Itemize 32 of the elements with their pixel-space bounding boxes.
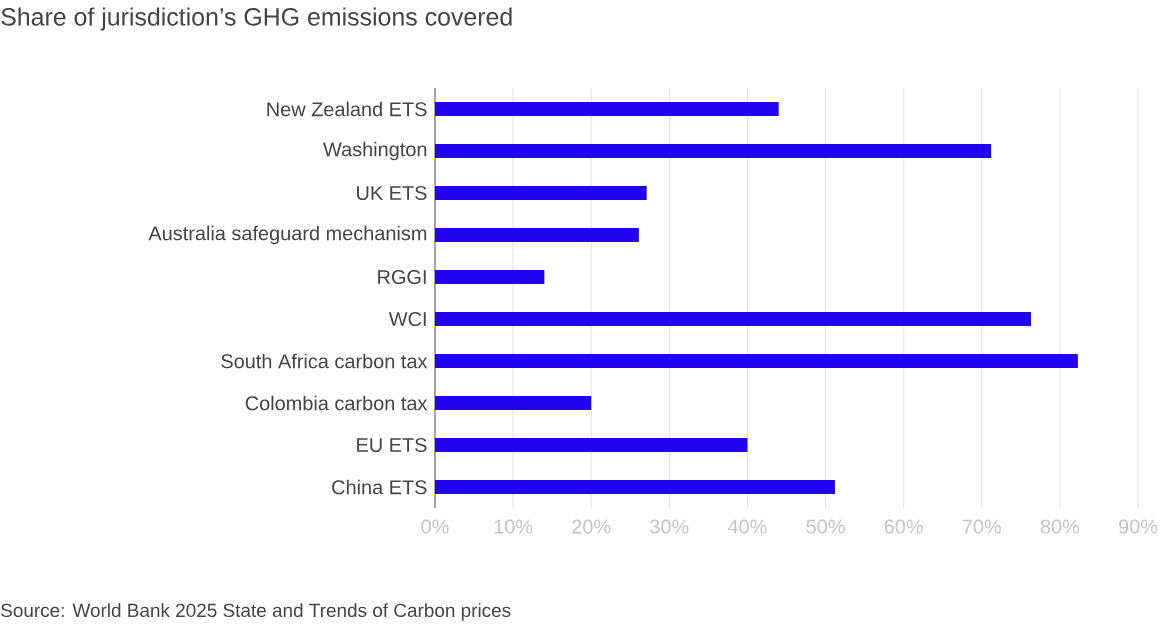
y-tick-label: WCI <box>388 311 426 327</box>
bar <box>435 102 779 117</box>
bar <box>435 312 1031 326</box>
x-tick-label: 10% <box>494 519 533 534</box>
bar <box>435 270 545 285</box>
x-tick-label: 30% <box>650 519 689 534</box>
x-tick-label: 90% <box>1119 519 1158 534</box>
y-tick-label: South Africa carbon tax <box>221 353 428 369</box>
bar <box>435 228 639 243</box>
x-tick-label: 40% <box>727 519 767 534</box>
bar <box>435 396 592 410</box>
y-tick-label: EU ETS <box>357 437 427 453</box>
y-tick-label: Australia safeguard mechanism <box>148 225 427 245</box>
y-tick-label: New Zealand ETS <box>267 101 427 117</box>
x-tick-label: 70% <box>962 519 1001 534</box>
x-tick-label: 60% <box>884 519 923 534</box>
bar <box>435 480 835 494</box>
x-tick-label: 80% <box>1040 519 1080 534</box>
bar <box>435 144 992 159</box>
y-tick-label: China ETS <box>332 479 427 495</box>
chart-title: Share of jurisdiction’s GHG emissions covered <box>1 7 512 31</box>
x-tick-label: 50% <box>806 519 845 534</box>
y-tick-label: Colombia carbon tax <box>245 395 428 411</box>
y-tick-label: Washington <box>323 141 427 161</box>
y-tick-label: RGGI <box>378 269 426 285</box>
x-tick-label: 20% <box>572 519 611 534</box>
bar <box>435 186 647 201</box>
source-note: Source: World Bank 2025 State and Trends of Carbon prices <box>1 603 511 621</box>
x-tick-label: 0% <box>421 519 449 534</box>
bar <box>435 354 1078 368</box>
y-tick-label: UK ETS <box>357 185 427 201</box>
bar <box>435 438 748 452</box>
